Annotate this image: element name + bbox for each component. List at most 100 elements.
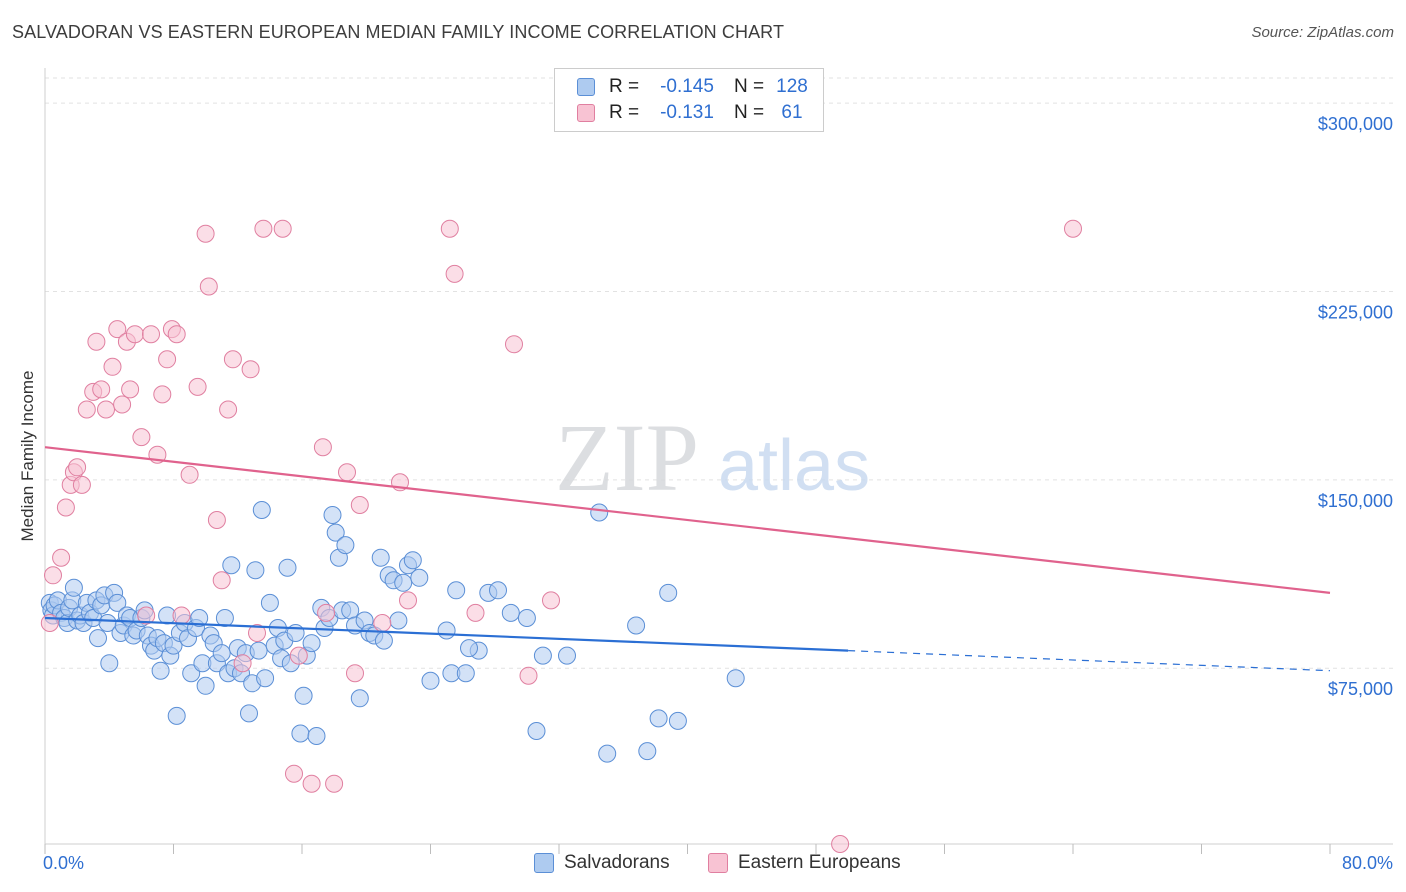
- salvadoran-point: [558, 646, 576, 665]
- eastern-european-point: [68, 458, 87, 477]
- eastern-european-point: [273, 219, 292, 238]
- salvadoran-point: [456, 664, 475, 683]
- eastern-european-point: [97, 400, 115, 419]
- salvadoran-point: [410, 568, 429, 587]
- eastern-european-point: [399, 591, 417, 610]
- y-axis-label: Median Family Income: [18, 370, 37, 541]
- y-tick-label: $75,000: [1328, 679, 1393, 699]
- eastern-european-trend-line: [44, 446, 1331, 594]
- y-tick-label: $150,000: [1318, 491, 1393, 511]
- eastern-european-point: [52, 548, 71, 567]
- salvadoran-point: [489, 581, 507, 600]
- salvadoran-point: [246, 561, 265, 580]
- eastern-european-point: [241, 360, 260, 379]
- eastern-european-point: [137, 606, 156, 625]
- salvadoran-point: [64, 578, 83, 597]
- legend-n-label: N =: [733, 76, 765, 97]
- salvadoran-trend-line: [44, 616, 849, 652]
- legend-n-value: 61: [781, 102, 803, 123]
- source-label: Source: ZipAtlas.com: [1251, 24, 1394, 41]
- eastern-european-point: [505, 335, 523, 354]
- legend-row-salvadorans: R = -0.145 N = 128: [577, 75, 813, 99]
- legend-r-value: -0.145: [660, 76, 714, 97]
- eastern-european-point: [125, 325, 144, 344]
- eastern-european-point: [445, 264, 464, 283]
- eastern-european-point: [113, 395, 132, 414]
- eastern-european-point: [207, 511, 226, 529]
- eastern-european-point: [223, 350, 242, 369]
- salvadoran-point: [638, 742, 657, 761]
- salvadoran-point: [196, 676, 215, 695]
- eastern-european-point: [325, 774, 344, 793]
- legend-n-value: 128: [776, 76, 808, 97]
- salvadoran-point: [394, 573, 413, 592]
- bottom-legend-salvadorans: Salvadorans: [534, 852, 670, 874]
- legend-swatch-salvadorans: [577, 78, 595, 96]
- salvadoran-point: [240, 704, 258, 723]
- bottom-legend-swatch-salvadorans: [534, 853, 554, 873]
- correlation-legend: R = -0.145 N = 128 R = -0.131 N = 61: [554, 68, 824, 132]
- salvadoran-point: [278, 558, 297, 577]
- salvadoran-point: [336, 536, 355, 555]
- eastern-european-point: [158, 350, 177, 369]
- salvadoran-point: [374, 631, 393, 650]
- eastern-european-point: [153, 385, 172, 404]
- legend-n-label: N =: [733, 102, 765, 123]
- salvadoran-point: [222, 556, 241, 575]
- salvadoran-point: [533, 646, 552, 665]
- bottom-legend-label-salvadorans: Salvadorans: [564, 852, 670, 873]
- eastern-european-point: [44, 566, 62, 585]
- eastern-european-point: [302, 774, 321, 793]
- eastern-european-point: [132, 428, 151, 447]
- salvadoran-point: [726, 669, 745, 688]
- eastern-european-point: [519, 666, 538, 685]
- legend-r-label: R =: [609, 102, 640, 123]
- salvadoran-point: [326, 523, 345, 542]
- x-tick-label-max: 80.0%: [1342, 853, 1393, 873]
- eastern-european-point: [196, 224, 215, 243]
- salvadoran-point: [294, 686, 313, 705]
- legend-row-eastern-europeans: R = -0.131 N = 61: [577, 101, 813, 125]
- salvadoran-point: [108, 593, 127, 612]
- salvadoran-point: [517, 609, 536, 627]
- eastern-european-point: [188, 377, 207, 396]
- salvadoran-trend-extension: [848, 650, 1331, 672]
- eastern-european-point: [373, 614, 392, 632]
- eastern-european-point: [248, 624, 266, 642]
- watermark-zip: ZIP: [555, 404, 699, 511]
- salvadoran-point: [302, 634, 321, 653]
- eastern-european-point: [350, 496, 369, 514]
- eastern-european-point: [77, 400, 96, 419]
- salvadoran-point: [389, 611, 408, 630]
- eastern-european-point: [56, 498, 75, 517]
- salvadoran-point: [350, 689, 369, 708]
- salvadoran-point: [260, 593, 279, 612]
- watermark-atlas: atlas: [718, 426, 870, 506]
- eastern-european-point: [103, 357, 122, 376]
- salvadoran-point: [252, 501, 271, 519]
- salvadoran-point: [460, 639, 478, 658]
- eastern-european-point: [831, 835, 850, 853]
- eastern-european-point: [285, 764, 303, 783]
- eastern-european-point: [289, 646, 308, 665]
- salvadoran-point: [323, 506, 342, 524]
- x-tick-label-min: 0.0%: [43, 853, 84, 873]
- eastern-european-point: [317, 603, 336, 622]
- salvadoran-point: [437, 621, 456, 640]
- eastern-european-point: [1064, 219, 1082, 238]
- salvadoran-point: [89, 629, 107, 648]
- eastern-european-point: [542, 591, 560, 610]
- salvadoran-point: [307, 727, 326, 745]
- eastern-european-point: [180, 465, 199, 484]
- salvadoran-point: [668, 711, 687, 730]
- legend-swatch-eastern-europeans: [577, 104, 595, 122]
- salvadoran-point: [182, 664, 201, 683]
- salvadoran-point: [212, 644, 231, 663]
- salvadoran-point: [215, 609, 234, 627]
- eastern-european-point: [87, 332, 106, 351]
- eastern-european-point: [72, 475, 91, 494]
- eastern-european-point: [219, 400, 238, 419]
- eastern-european-point: [199, 277, 218, 296]
- bottom-legend-label-eastern-europeans: Eastern Europeans: [738, 852, 901, 873]
